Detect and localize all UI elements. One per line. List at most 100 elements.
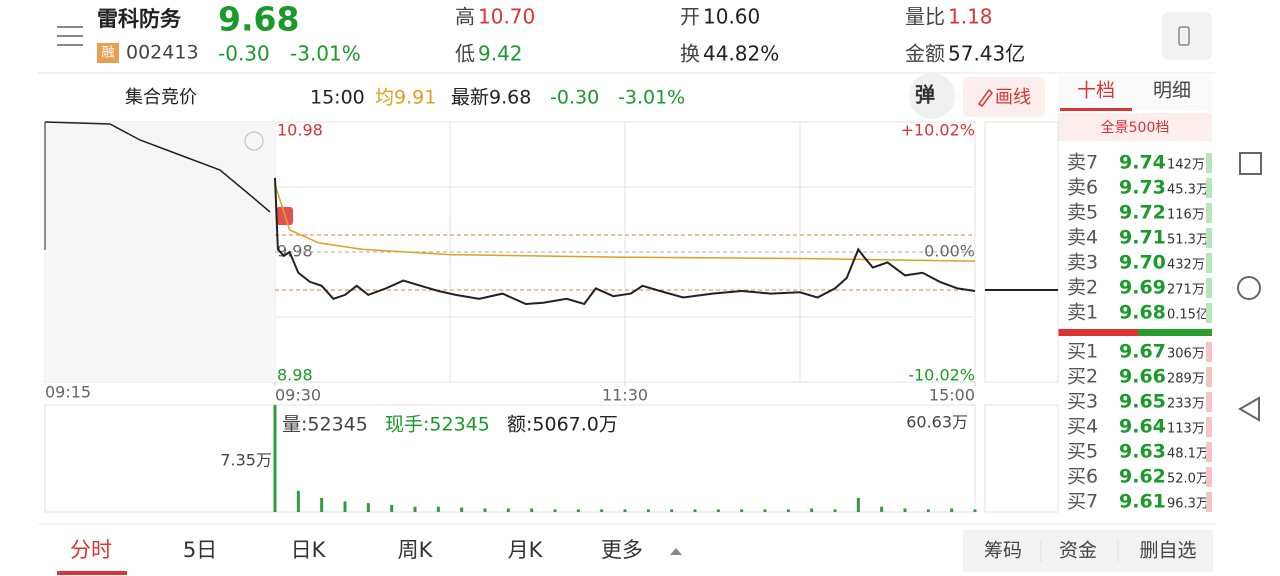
draw-button[interactable] <box>963 77 1045 117</box>
book-volume: 289万 <box>1167 372 1205 387</box>
sub-change-pct: -3.01% <box>618 87 685 109</box>
book-depth-bar <box>1206 492 1212 512</box>
volume-bar <box>926 509 930 512</box>
book-price: 9.68 <box>1119 302 1166 324</box>
book-volume: 51.3万 <box>1167 233 1209 248</box>
book-tab[interactable]: 明细 <box>1153 80 1191 102</box>
depth-label[interactable]: 全景500档 <box>1101 119 1170 136</box>
stat-value: 1.18 <box>948 5 993 29</box>
stat-label: 开 <box>680 5 700 29</box>
book-tab[interactable]: 十档 <box>1077 80 1115 102</box>
action-button[interactable]: 筹码 <box>984 540 1022 562</box>
bottom-tab[interactable]: 分时 <box>70 538 112 562</box>
volume-bar <box>856 497 860 512</box>
auction-line <box>44 121 271 213</box>
popup-button[interactable] <box>909 73 955 119</box>
nav-recent[interactable] <box>1239 152 1262 175</box>
book-label: 卖6 <box>1067 177 1098 199</box>
avg-line <box>274 184 976 262</box>
volume-bar <box>646 509 650 512</box>
stat-label: 高 <box>455 5 475 29</box>
volume-bar <box>273 405 277 512</box>
volume-bar <box>950 508 954 512</box>
book-label: 卖1 <box>1067 302 1098 324</box>
book-volume: 0.15亿 <box>1167 308 1209 323</box>
help-icon[interactable] <box>244 131 264 151</box>
book-depth-bar <box>1206 367 1212 387</box>
bottom-tab[interactable]: 周K <box>398 538 434 562</box>
action-button[interactable]: 资金 <box>1059 540 1097 562</box>
volume-text: 量:52345 <box>282 414 368 436</box>
auction-bg <box>45 122 275 382</box>
book-depth-bar <box>1206 392 1212 412</box>
book-depth-bar <box>1206 203 1212 223</box>
x-tick-label: 11:30 <box>602 386 648 405</box>
depth-bg <box>1058 113 1212 141</box>
volume-bar <box>810 508 814 512</box>
book-depth-bar <box>1206 467 1212 487</box>
bottom-tab[interactable]: 更多 <box>601 538 643 562</box>
book-depth-bar <box>1206 303 1212 323</box>
volume-bar <box>320 497 324 512</box>
stat-label: 低 <box>455 42 475 66</box>
ratio-red <box>1058 329 1138 336</box>
book-volume: 48.1万 <box>1167 447 1209 462</box>
y-tick-label: 8.98 <box>277 366 313 385</box>
bottom-tab[interactable]: 月K <box>508 538 544 562</box>
book-price: 9.67 <box>1119 341 1166 363</box>
auction-label: 集合竞价 <box>125 87 197 108</box>
volume-bar <box>436 506 440 512</box>
book-price: 9.64 <box>1119 416 1166 438</box>
sub-change: -0.30 <box>550 87 599 109</box>
book-price: 9.63 <box>1119 441 1166 463</box>
nav-back[interactable] <box>1238 396 1260 422</box>
volume-bar <box>880 506 884 512</box>
y2-tick-label: 0.00% <box>924 242 975 261</box>
book-label: 买3 <box>1067 391 1098 413</box>
book-label: 卖4 <box>1067 227 1098 249</box>
book-price: 9.69 <box>1119 277 1166 299</box>
price-line <box>274 177 976 306</box>
stat-value: 57.43亿 <box>948 42 1025 66</box>
auction-max: 7.35万 <box>220 451 272 470</box>
bottom-tab[interactable]: 5日 <box>183 538 217 562</box>
volume-bar <box>530 508 534 512</box>
menu-icon[interactable] <box>57 26 83 46</box>
action-button[interactable]: 删自选 <box>1139 540 1196 562</box>
device-button[interactable] <box>1162 12 1212 60</box>
book-depth-bar <box>1206 417 1212 437</box>
amount-text: 额:5067.0万 <box>507 414 618 436</box>
book-label: 买7 <box>1067 491 1098 513</box>
popup-label: 弹 <box>915 83 935 107</box>
volume-bar <box>413 506 417 512</box>
book-depth-bar <box>1206 442 1212 462</box>
book-label: 买4 <box>1067 416 1098 438</box>
stat-label: 换 <box>680 42 700 66</box>
volume-bar <box>366 503 370 512</box>
stock-code: 002413 <box>126 42 199 64</box>
book-price: 9.65 <box>1119 391 1166 413</box>
book-volume: 306万 <box>1167 347 1205 362</box>
volume-bar <box>343 501 347 512</box>
volume-bar <box>973 509 977 512</box>
stat-value: 9.42 <box>478 42 523 66</box>
ratio-green <box>1138 329 1212 336</box>
book-price: 9.72 <box>1119 202 1166 224</box>
book-label: 卖7 <box>1067 152 1098 174</box>
volume-bar <box>716 509 720 512</box>
y-tick-label: 10.98 <box>277 121 323 140</box>
book-depth-bar <box>1206 253 1212 273</box>
sub-time: 15:00 <box>310 87 365 109</box>
draw-label: 画线 <box>995 87 1031 108</box>
more-arrow <box>670 548 682 555</box>
book-price: 9.62 <box>1119 466 1166 488</box>
bottom-tab[interactable]: 日K <box>291 538 327 562</box>
nav-home[interactable] <box>1237 276 1261 300</box>
volume-bar <box>460 507 464 512</box>
book-label: 买1 <box>1067 341 1098 363</box>
stock-name: 雷科防务 <box>97 7 182 31</box>
book-price: 9.71 <box>1119 227 1166 249</box>
volume-bar <box>786 509 790 512</box>
